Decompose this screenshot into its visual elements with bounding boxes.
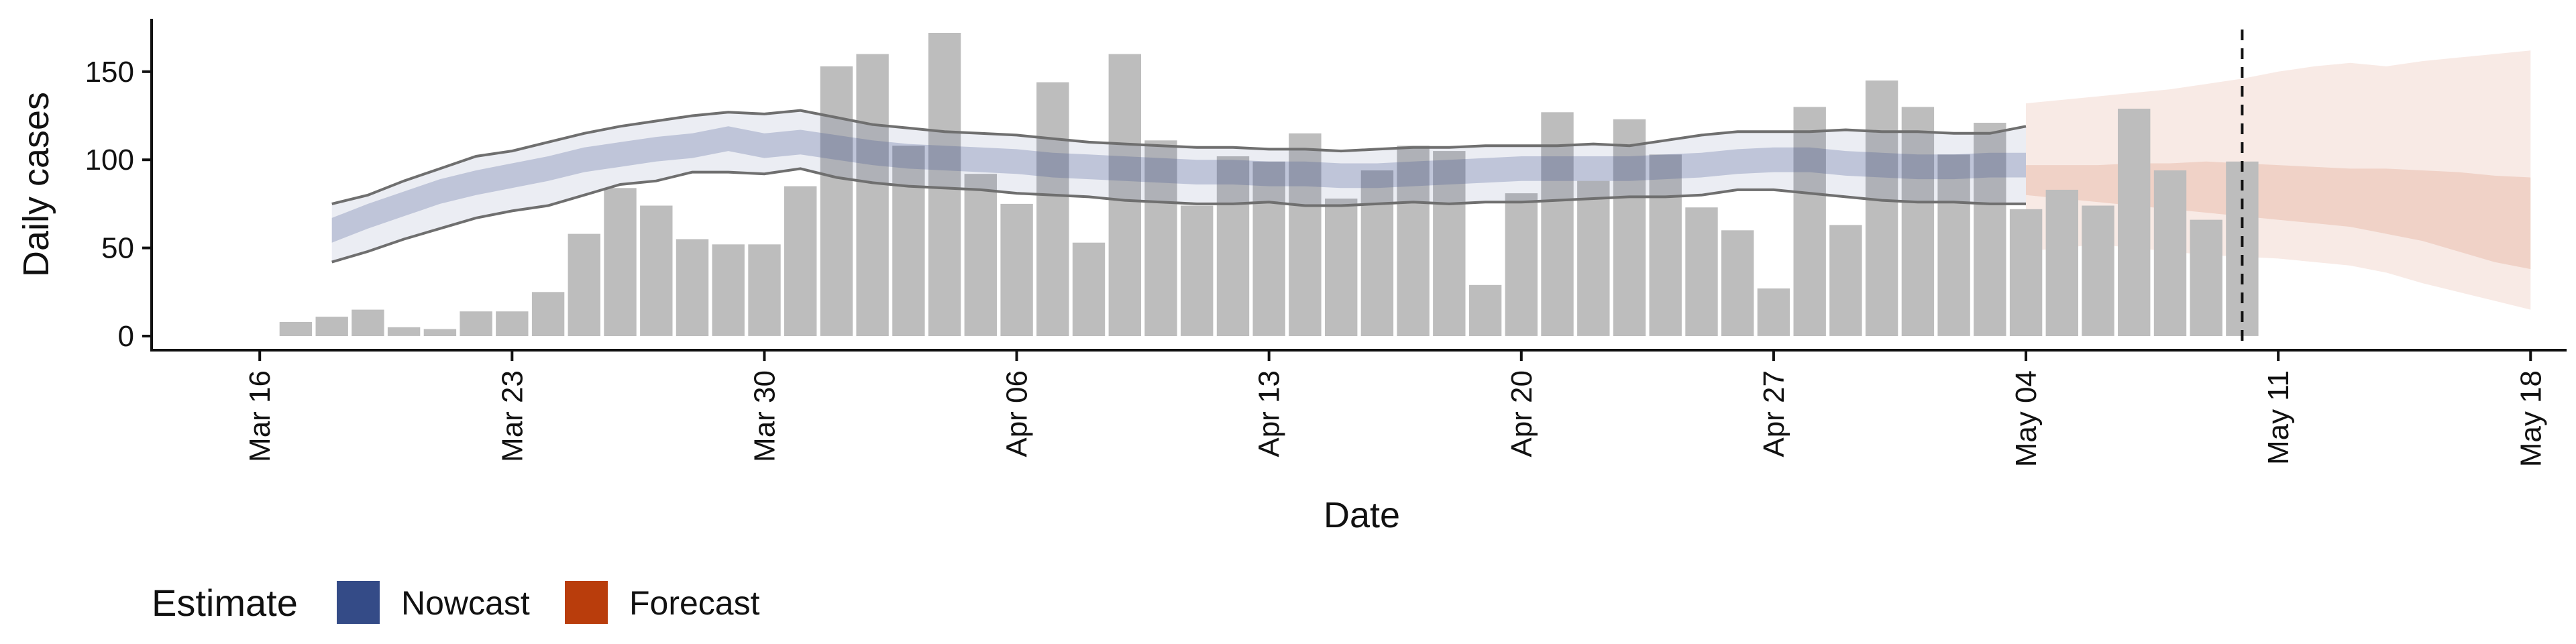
bar: [892, 146, 925, 336]
y-axis-title: Daily cases: [16, 92, 56, 277]
bar: [1649, 154, 1682, 336]
bar: [1685, 207, 1718, 336]
x-tick-label: Mar 30: [748, 370, 781, 462]
bar: [279, 322, 313, 336]
bar: [2118, 109, 2151, 336]
bar: [1757, 288, 1790, 336]
nowcast-inner-band: [331, 126, 2027, 243]
bar: [423, 329, 457, 336]
bar: [2190, 219, 2222, 336]
legend: Estimate Nowcast Forecast: [152, 581, 760, 624]
bar: [387, 327, 421, 336]
bar: [1613, 119, 1646, 337]
bar: [604, 188, 637, 336]
x-tick-label: May 18: [2514, 370, 2547, 467]
bar: [352, 309, 384, 336]
nowcast-bands: [331, 110, 2027, 262]
bar: [2045, 189, 2078, 336]
bar: [1721, 230, 1754, 336]
bar: [712, 244, 745, 336]
bar: [460, 311, 492, 336]
y-tick-label: 100: [85, 144, 134, 176]
y-tick-label: 50: [101, 232, 134, 265]
y-tick-label: 150: [85, 56, 134, 89]
x-axis-title: Date: [1324, 495, 1400, 535]
bar: [568, 233, 600, 336]
bar: [1468, 284, 1502, 336]
daily-case-bars: [279, 33, 2259, 337]
bar: [1829, 225, 1862, 336]
bar: [640, 205, 673, 336]
x-tick-label: Apr 06: [1001, 370, 1034, 458]
bar: [2009, 209, 2043, 336]
bar: [1865, 80, 1898, 336]
forecast-outer-band: [2026, 50, 2531, 310]
y-ticks: 0 50 100 150: [85, 56, 152, 353]
bar: [1901, 107, 1935, 336]
legend-label-forecast: Forecast: [629, 584, 760, 622]
x-tick-label: Mar 23: [496, 370, 529, 462]
axes: 0 50 100 150 Mar 16 Mar 23 Mar 30 Apr 06 Apr 13…: [85, 19, 2567, 467]
legend-title: Estimate: [152, 582, 298, 624]
x-tick-label: May 11: [2262, 370, 2295, 465]
bar: [496, 311, 529, 336]
nowcast-lower-line: [331, 167, 2026, 264]
bar: [1072, 242, 1106, 336]
nowcast-upper-line: [331, 109, 2027, 205]
bar: [1397, 146, 1430, 336]
x-tick-label: May 04: [2010, 370, 2043, 467]
legend-swatch-forecast: [565, 581, 608, 624]
x-tick-label: Apr 13: [1253, 370, 1286, 458]
forecast-bands: [2026, 50, 2531, 310]
nowcast-interval-lines: [331, 109, 2027, 264]
bar: [1541, 112, 1574, 337]
bar: [1325, 199, 1358, 336]
bar: [315, 317, 348, 336]
bar: [748, 244, 781, 336]
bar: [1252, 161, 1285, 336]
bar: [1144, 140, 1177, 337]
bar: [1793, 107, 1826, 336]
y-tick-label: 0: [118, 320, 134, 353]
bar: [928, 33, 961, 336]
bar: [820, 66, 853, 336]
x-ticks: Mar 16 Mar 23 Mar 30 Apr 06 Apr 13 Apr 20 Apr …: [244, 350, 2547, 467]
bar: [1289, 133, 1322, 337]
legend-label-nowcast: Nowcast: [401, 584, 530, 622]
bar: [856, 54, 889, 336]
x-tick-label: Apr 27: [1758, 370, 1790, 458]
bar: [2082, 205, 2114, 336]
legend-swatch-nowcast: [337, 581, 380, 624]
bar: [1036, 82, 1069, 336]
bar: [1000, 203, 1033, 336]
forecast-inner-band: [2026, 161, 2531, 270]
bar: [1216, 156, 1250, 336]
bar: [1577, 180, 1610, 336]
bar: [531, 292, 565, 336]
bar: [1974, 123, 2006, 336]
nowcast-outer-band: [331, 110, 2027, 262]
bar: [1181, 205, 1214, 336]
bar: [964, 174, 997, 336]
bar: [2226, 161, 2259, 336]
bar: [1108, 54, 1141, 336]
bar: [1505, 193, 1538, 336]
bar: [676, 239, 709, 336]
x-tick-label: Apr 20: [1505, 370, 1538, 458]
bar: [2153, 170, 2187, 336]
bar: [784, 186, 817, 336]
bar: [1433, 151, 1466, 336]
x-tick-label: Mar 16: [244, 370, 276, 462]
bar: [1360, 170, 1394, 336]
bar: [1937, 154, 1970, 336]
